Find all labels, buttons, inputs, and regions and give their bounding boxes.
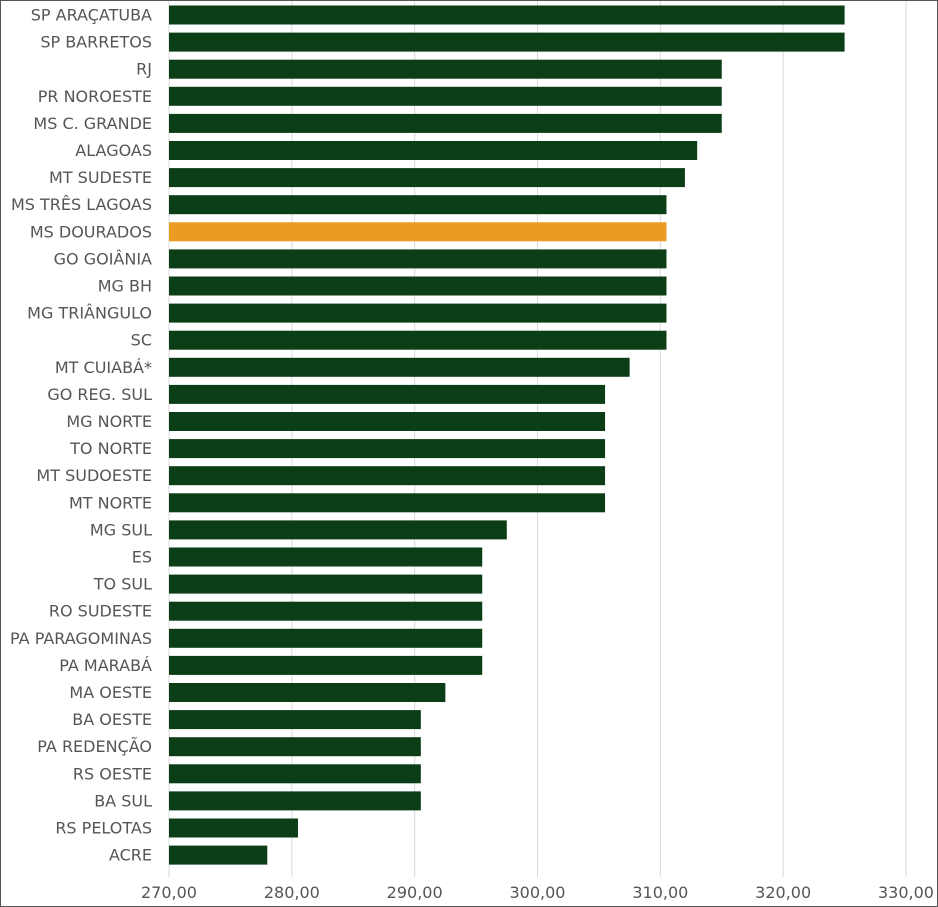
bar	[169, 601, 483, 621]
bar	[169, 493, 606, 513]
bar	[169, 574, 483, 594]
category-label: TO NORTE	[69, 439, 152, 458]
category-label: MT SUDOESTE	[36, 466, 152, 485]
category-label: RS OESTE	[73, 764, 152, 783]
category-label: PR NOROESTE	[38, 87, 152, 106]
bar	[169, 737, 421, 757]
bar	[169, 547, 483, 567]
category-label: BA OESTE	[72, 710, 152, 729]
category-label: RO SUDESTE	[49, 602, 152, 621]
category-label: ES	[132, 548, 152, 567]
category-label: MG NORTE	[66, 412, 152, 431]
x-tick-label: 300,00	[510, 883, 566, 902]
bar	[169, 357, 630, 377]
category-label: PA MARABÁ	[59, 656, 152, 675]
category-label: PA REDENÇÃO	[37, 737, 152, 756]
x-tick-label: 320,00	[755, 883, 811, 902]
bar	[169, 86, 722, 106]
bar	[169, 141, 698, 160]
category-label: PA PARAGOMINAS	[10, 629, 152, 648]
bar	[169, 655, 483, 675]
highlighted-bar	[169, 222, 667, 242]
category-label: MT CUIABÁ*	[55, 358, 152, 377]
x-tick-label: 280,00	[264, 883, 320, 902]
x-tick-label: 290,00	[387, 883, 443, 902]
bar	[169, 466, 606, 486]
category-label: GO REG. SUL	[47, 385, 152, 404]
category-label: MA OESTE	[69, 683, 152, 702]
bar	[169, 168, 685, 188]
category-label: SP BARRETOS	[40, 33, 152, 52]
bar	[169, 412, 606, 431]
category-label: MS TRÊS LAGOAS	[11, 195, 152, 214]
category-label: MT NORTE	[69, 493, 152, 512]
bar	[169, 32, 845, 52]
category-label: ACRE	[109, 846, 152, 865]
category-label: ALAGOAS	[75, 141, 152, 160]
category-label: SC	[131, 331, 152, 350]
x-tick-label: 330,00	[878, 883, 934, 902]
bar	[169, 384, 606, 404]
bar	[169, 249, 667, 269]
category-label: RJ	[136, 60, 152, 79]
bar	[169, 439, 606, 459]
bar	[169, 683, 446, 702]
category-label: TO SUL	[93, 575, 152, 594]
category-label: BA SUL	[94, 791, 152, 810]
bar	[169, 303, 667, 323]
category-label: GO GOIÂNIA	[54, 249, 152, 268]
bar	[169, 628, 483, 648]
bar	[169, 113, 722, 133]
bar	[169, 764, 421, 784]
bar	[169, 710, 421, 730]
bar	[169, 276, 667, 296]
category-label: MT SUDESTE	[49, 168, 152, 187]
bar	[169, 5, 845, 25]
category-label: MG TRIÂNGULO	[27, 304, 152, 323]
x-tick-label: 270,00	[141, 883, 197, 902]
bar	[169, 520, 507, 540]
category-label: RS PELOTAS	[55, 819, 152, 838]
bar	[169, 59, 722, 79]
bar	[169, 845, 268, 865]
category-label: MG BH	[98, 277, 152, 296]
category-label: MS C. GRANDE	[33, 114, 152, 133]
bar	[169, 195, 667, 215]
bar	[169, 791, 421, 811]
category-label: SP ARAÇATUBA	[31, 6, 152, 25]
bar	[169, 818, 298, 838]
category-label: MG SUL	[90, 520, 152, 539]
x-tick-label: 310,00	[632, 883, 688, 902]
bar	[169, 330, 667, 350]
category-label: MS DOURADOS	[30, 222, 152, 241]
